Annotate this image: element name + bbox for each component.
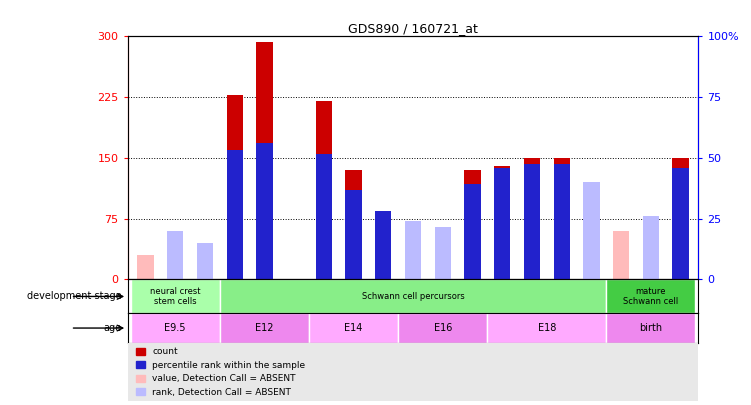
- Bar: [523, 164, 540, 279]
- Text: birth: birth: [639, 323, 662, 333]
- Text: E18: E18: [538, 323, 556, 333]
- Bar: [553, 158, 570, 279]
- Bar: [435, 227, 451, 279]
- Bar: [256, 143, 273, 279]
- Bar: [197, 243, 213, 279]
- Bar: [553, 211, 570, 279]
- Bar: [345, 170, 362, 190]
- Text: E9.5: E9.5: [164, 323, 186, 333]
- Bar: [227, 150, 243, 279]
- Bar: [464, 170, 481, 279]
- Bar: [256, 42, 273, 279]
- Bar: [523, 158, 540, 164]
- Bar: [643, 221, 659, 279]
- Bar: [227, 95, 243, 279]
- Bar: [613, 231, 629, 279]
- Bar: [435, 227, 451, 279]
- Bar: [494, 168, 511, 279]
- Bar: [345, 170, 362, 279]
- Bar: [167, 231, 183, 279]
- Bar: [606, 279, 695, 313]
- Bar: [487, 313, 606, 343]
- Bar: [315, 101, 332, 154]
- Bar: [131, 313, 220, 343]
- Bar: [197, 251, 213, 279]
- Bar: [220, 313, 309, 343]
- Bar: [345, 190, 362, 279]
- Text: E12: E12: [255, 323, 273, 333]
- Bar: [137, 255, 154, 279]
- Legend: count, percentile rank within the sample, value, Detection Call = ABSENT, rank, : count, percentile rank within the sample…: [132, 344, 309, 401]
- Bar: [220, 279, 606, 313]
- Bar: [405, 221, 421, 279]
- Bar: [494, 166, 511, 168]
- Bar: [256, 42, 273, 143]
- Bar: [584, 182, 599, 279]
- Bar: [131, 279, 220, 313]
- Bar: [606, 313, 695, 343]
- Text: E16: E16: [433, 323, 452, 333]
- Bar: [672, 168, 689, 279]
- Bar: [405, 224, 421, 279]
- Bar: [584, 207, 599, 279]
- Bar: [309, 313, 398, 343]
- Bar: [672, 158, 689, 168]
- Bar: [464, 184, 481, 279]
- Bar: [643, 216, 659, 279]
- Bar: [167, 239, 183, 279]
- Text: Schwann cell percursors: Schwann cell percursors: [362, 292, 464, 301]
- Bar: [376, 223, 391, 279]
- Bar: [553, 158, 570, 164]
- Bar: [523, 158, 540, 279]
- Bar: [672, 158, 689, 279]
- Text: age: age: [104, 323, 122, 333]
- Bar: [315, 154, 332, 279]
- Text: neural crest
stem cells: neural crest stem cells: [150, 287, 201, 306]
- Bar: [672, 186, 689, 279]
- Bar: [256, 97, 273, 279]
- Text: development stage: development stage: [27, 292, 122, 301]
- Text: E14: E14: [345, 323, 363, 333]
- Bar: [398, 313, 487, 343]
- Bar: [376, 211, 391, 279]
- Text: mature
Schwann cell: mature Schwann cell: [623, 287, 678, 306]
- Bar: [494, 166, 511, 279]
- Bar: [315, 101, 332, 279]
- Bar: [553, 164, 570, 279]
- Bar: [256, 154, 273, 279]
- Title: GDS890 / 160721_at: GDS890 / 160721_at: [348, 22, 478, 35]
- Bar: [227, 95, 243, 150]
- Bar: [464, 170, 481, 184]
